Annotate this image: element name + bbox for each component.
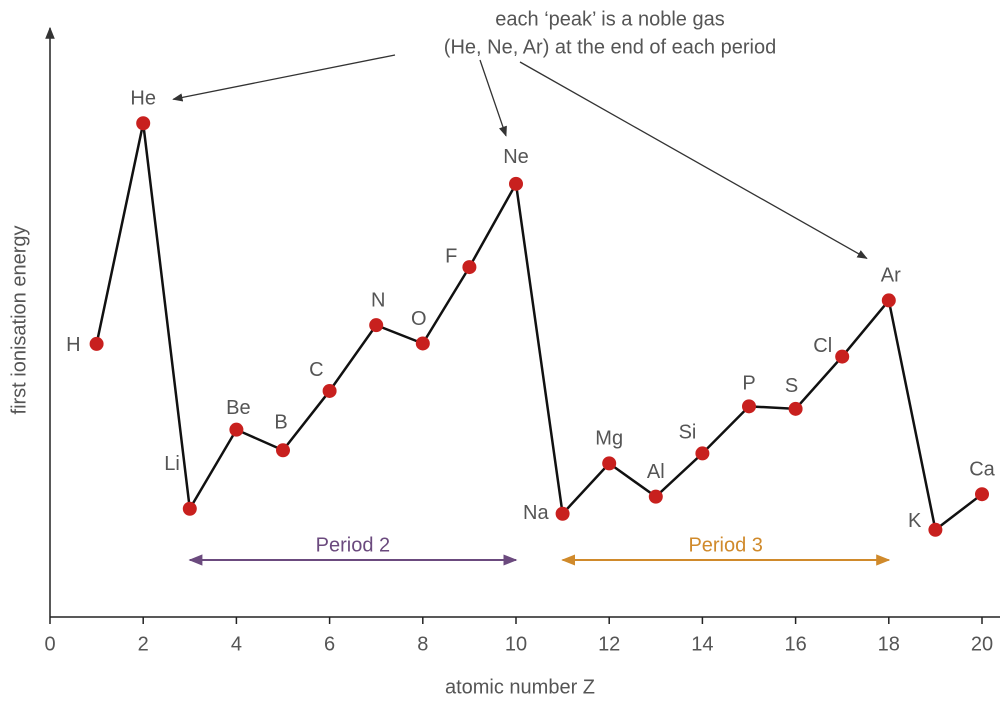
period-label: Period 2 xyxy=(316,534,391,556)
point-label: Mg xyxy=(595,428,623,450)
period-label: Period 3 xyxy=(688,534,763,556)
point-label: K xyxy=(908,510,922,532)
point-label: Ca xyxy=(969,458,995,480)
point-label: Be xyxy=(226,397,250,419)
x-tick-label: 14 xyxy=(691,633,713,655)
x-tick-label: 20 xyxy=(971,633,993,655)
x-tick-label: 18 xyxy=(878,633,900,655)
x-tick-label: 2 xyxy=(138,633,149,655)
data-point xyxy=(555,506,570,521)
point-label: Al xyxy=(647,461,665,483)
point-label: F xyxy=(445,245,457,267)
data-point xyxy=(835,349,850,364)
point-label: Ar xyxy=(881,265,901,287)
data-point xyxy=(742,399,756,414)
data-point xyxy=(182,501,197,516)
annotation: (He, Ne, Ar) at the end of each period xyxy=(444,36,776,58)
data-point xyxy=(462,260,477,275)
data-point xyxy=(602,456,617,471)
data-line xyxy=(95,122,983,532)
data-point xyxy=(369,318,384,333)
annotation: each ‘peak’ is a noble gas xyxy=(495,8,724,30)
x-tick-label: 0 xyxy=(44,633,55,655)
point-label: P xyxy=(742,373,755,395)
annotation-arrow xyxy=(519,61,868,259)
data-point xyxy=(136,116,151,131)
data-point xyxy=(276,443,290,458)
point-label: O xyxy=(411,308,427,330)
data-point xyxy=(648,489,663,504)
point-label: B xyxy=(274,412,287,434)
y-axis-label: first ionisation energy xyxy=(8,226,30,415)
x-tick-label: 8 xyxy=(417,633,428,655)
data-point xyxy=(975,487,989,502)
data-point xyxy=(509,176,523,191)
data-point xyxy=(229,422,244,437)
data-point xyxy=(695,446,710,461)
data-point xyxy=(415,336,430,351)
x-tick-label: 12 xyxy=(598,633,620,655)
point-label: Si xyxy=(679,422,697,444)
point-label: Ne xyxy=(503,146,529,168)
point-label: C xyxy=(309,359,323,381)
annotation-arrow xyxy=(172,54,396,102)
data-point xyxy=(881,293,896,308)
x-tick-label: 10 xyxy=(505,633,527,655)
point-label: H xyxy=(66,334,80,356)
x-tick-label: 4 xyxy=(231,633,242,655)
data-point xyxy=(928,522,943,537)
data-point xyxy=(788,401,803,416)
point-label: Cl xyxy=(813,335,832,357)
annotation-arrow xyxy=(479,59,507,137)
point-label: N xyxy=(371,289,385,311)
x-tick-label: 16 xyxy=(784,633,806,655)
point-label: Li xyxy=(164,453,180,475)
data-point xyxy=(89,336,104,351)
data-point xyxy=(322,383,337,398)
x-axis-label: atomic number Z xyxy=(445,676,595,698)
x-tick-label: 6 xyxy=(324,633,335,655)
point-label: He xyxy=(130,88,156,110)
point-label: S xyxy=(785,375,798,397)
point-label: Na xyxy=(523,502,549,524)
